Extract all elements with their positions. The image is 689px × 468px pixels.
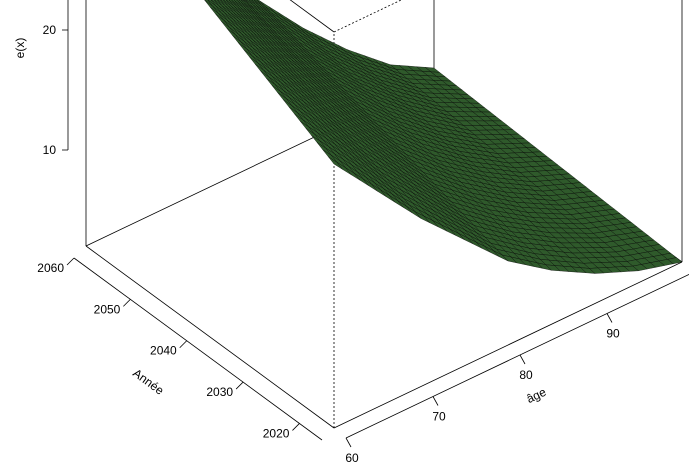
- z-axis: 102030e(x): [13, 0, 69, 157]
- z-axis-label: e(x): [13, 38, 27, 59]
- year-tick-mark: [123, 299, 131, 307]
- year-tick-label: 2020: [263, 426, 290, 440]
- year-axis-label: Année: [130, 366, 167, 398]
- year-tick-mark: [66, 257, 75, 266]
- box-edge-floor-left: [85, 245, 335, 429]
- box-edge-floor-front: [333, 261, 683, 429]
- z-tick-label: 20: [43, 23, 57, 37]
- age-tick-mark: [606, 313, 613, 323]
- year-tick-label: 2050: [94, 302, 121, 316]
- age-tick-label: 90: [606, 327, 620, 341]
- box-front-edges: [85, 0, 683, 429]
- year-tick-label: 2060: [37, 261, 64, 275]
- year-tick-mark: [179, 340, 188, 349]
- year-axis: 2020 2030 2040 2050 2060 Année: [37, 257, 323, 441]
- age-tick-label: 60: [345, 451, 359, 465]
- year-tick-label: 2030: [206, 385, 233, 399]
- z-tick-label: 10: [43, 143, 57, 157]
- year-tick-label: 2040: [150, 344, 177, 358]
- year-axis-line: [73, 257, 323, 441]
- age-tick-label: 80: [519, 368, 533, 382]
- age-axis-label: âge: [524, 385, 548, 406]
- age-axis: 60708090100âge: [345, 273, 689, 465]
- age-tick-label: 70: [432, 410, 446, 424]
- age-tick-mark: [345, 437, 352, 448]
- surface-mesh: [204, 0, 683, 274]
- year-tick-mark: [292, 423, 300, 431]
- box-edge-top-left: [289, 0, 335, 33]
- age-tick-mark: [432, 396, 439, 406]
- surface-cell: [667, 257, 683, 264]
- age-tick-mark: [519, 354, 526, 365]
- box-edge-top-front: [333, 0, 403, 33]
- year-tick-mark: [235, 381, 244, 390]
- age-axis-line: [345, 273, 689, 439]
